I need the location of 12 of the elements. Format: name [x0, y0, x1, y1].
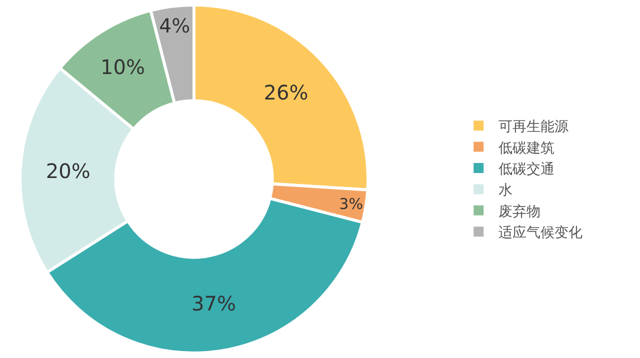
legend-label: 可再生能源: [498, 119, 569, 136]
data-label: 3%: [339, 195, 364, 214]
data-label: 4%: [159, 14, 190, 38]
data-label: 10%: [100, 54, 145, 79]
data-label: 20%: [46, 159, 90, 184]
legend-label: 适应气候变化: [498, 225, 583, 242]
legend-label: 水: [498, 182, 513, 199]
data-label: 26%: [264, 80, 308, 105]
legend-label: 低碳交通: [498, 161, 555, 178]
data-label: 37%: [192, 292, 236, 316]
legend-label: 低碳建筑: [498, 140, 555, 156]
legend-label: 废弃物: [498, 204, 541, 220]
